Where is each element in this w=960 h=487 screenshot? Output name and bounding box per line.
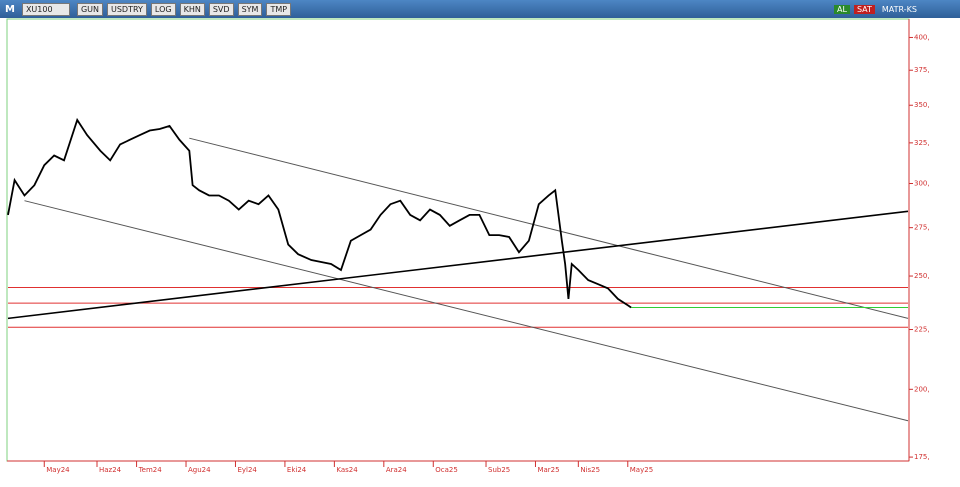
trend-line: [24, 200, 909, 422]
toolbar-button[interactable]: SVD: [208, 2, 234, 16]
logo: M: [5, 3, 15, 15]
x-tick-label: Nis25: [580, 466, 600, 474]
toolbar-button[interactable]: LOG: [150, 2, 176, 16]
y-tick-label: 350,: [914, 101, 930, 109]
y-tick-label: 250,: [914, 272, 930, 280]
chart: 175, 200, 225, 250, 275, 300, 325, 350, 375, 400,…: [6, 18, 930, 474]
x-tick-label: Kas24: [336, 466, 358, 474]
x-tick-label: Sub25: [488, 466, 510, 474]
x-tick-label: Oca25: [435, 466, 458, 474]
toolbar-button[interactable]: SYM: [237, 2, 263, 16]
y-tick-label: 200,: [914, 385, 930, 393]
x-tick-label: Eyl24: [237, 466, 257, 474]
x-tick-label: Agu24: [188, 466, 211, 474]
y-tick-label: 375,: [914, 66, 930, 74]
toolbar-button[interactable]: USDTRY: [107, 2, 147, 16]
sell[interactable]: SAT: [853, 4, 875, 14]
price-line: [7, 117, 632, 309]
y-tick-label: 275,: [914, 224, 930, 232]
trend-line: [7, 210, 909, 320]
x-tick-label: Ara24: [386, 466, 407, 474]
y-tick-label: 225,: [914, 326, 930, 334]
y-tick-label: 300,: [914, 179, 930, 187]
toolbar: M XU100 GUN USDTRY LOG KHN SVD SYM TMP AL SAT …: [0, 0, 960, 18]
symbol[interactable]: XU100: [21, 2, 70, 16]
plot-border: [6, 18, 910, 462]
y-tick-label: 175,: [914, 453, 930, 461]
toolbar-button[interactable]: GUN: [76, 2, 103, 16]
x-tick-label: Eki24: [287, 466, 307, 474]
y-tick-label: 400,: [914, 33, 930, 41]
toolbar-button[interactable]: KHN: [179, 2, 205, 16]
y-tick-label: 325,: [914, 139, 930, 147]
buy[interactable]: AL: [834, 4, 850, 14]
x-tick-label: Mar25: [537, 466, 559, 474]
brand: MATR-KS: [881, 4, 917, 14]
x-tick-label: May24: [46, 466, 70, 474]
x-tick-label: Tem24: [138, 466, 163, 474]
buttons: GUN USDTRY LOG KHN SVD SYM TMP: [72, 2, 296, 16]
toolbar-button[interactable]: TMP: [266, 2, 292, 16]
trend-line: [189, 137, 909, 319]
x-tick-label: May25: [630, 466, 653, 474]
x-tick-label: Haz24: [99, 466, 122, 474]
